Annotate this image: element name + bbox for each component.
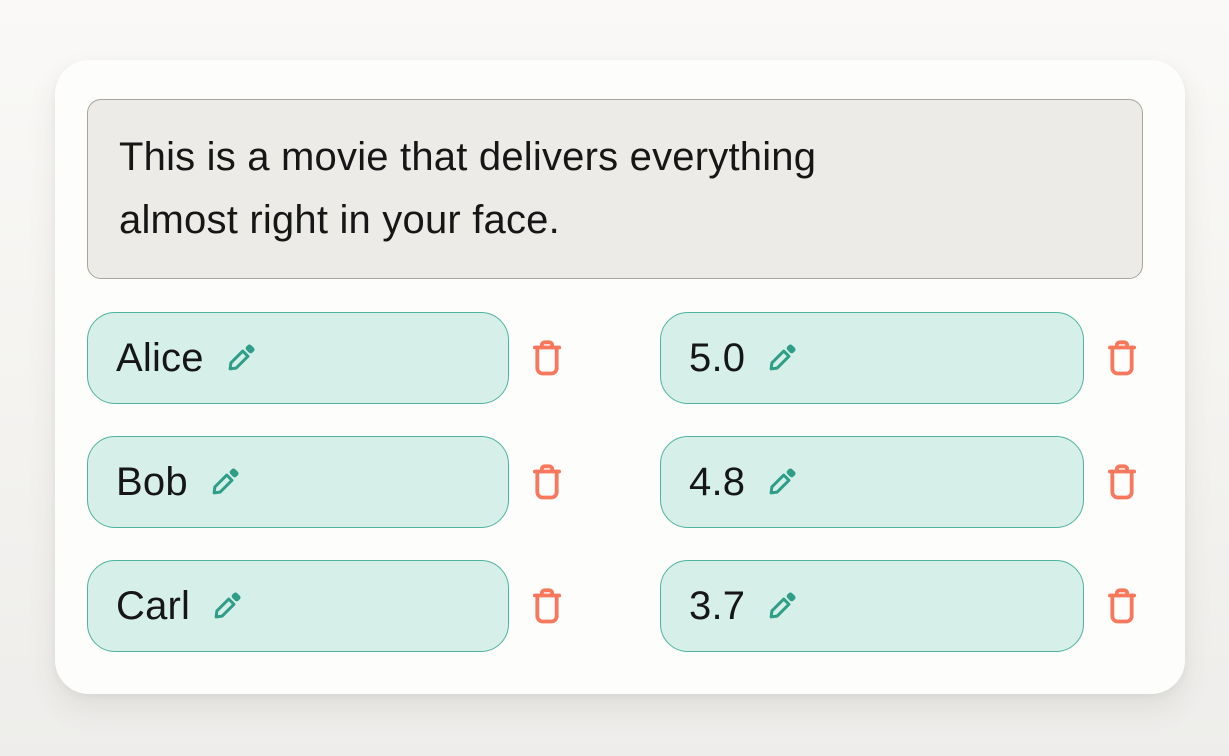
delete-rating-button[interactable] [1101,582,1143,630]
edit-pencil-icon[interactable] [220,337,262,379]
trash-icon [532,587,562,623]
delete-rating-button[interactable] [1101,334,1143,382]
annotation-card: This is a movie that delivers everything… [55,60,1185,694]
annotation-row: Alice 5.0 [87,312,1143,404]
reviewer-name-field[interactable]: Carl [87,560,509,652]
edit-pencil-icon[interactable] [761,461,803,503]
edit-pencil-icon[interactable] [206,585,248,627]
reviewer-name-field[interactable]: Alice [87,312,509,404]
review-text-box: This is a movie that delivers everything… [87,99,1143,279]
review-text-line: This is a movie that delivers everything [119,135,817,179]
review-text-line: almost right in your face. [119,198,560,242]
trash-icon [1107,587,1137,623]
reviewer-name-text: Bob [116,459,188,504]
edit-pencil-icon[interactable] [761,585,803,627]
annotation-rows: Alice 5.0 [87,312,1143,652]
rating-value-field[interactable]: 4.8 [660,436,1084,528]
trash-icon [1107,339,1137,375]
edit-pencil-icon[interactable] [204,461,246,503]
reviewer-name-field[interactable]: Bob [87,436,509,528]
edit-pencil-icon[interactable] [761,337,803,379]
delete-name-button[interactable] [526,334,568,382]
rating-value-text: 4.8 [689,459,746,504]
trash-icon [532,339,562,375]
rating-value-text: 3.7 [689,583,746,628]
reviewer-name-text: Carl [116,583,191,628]
reviewer-name-text: Alice [116,335,204,380]
annotation-row: Carl 3.7 [87,560,1143,652]
delete-name-button[interactable] [526,582,568,630]
delete-name-button[interactable] [526,458,568,506]
annotation-row: Bob 4.8 [87,436,1143,528]
rating-value-text: 5.0 [689,335,746,380]
trash-icon [532,463,562,499]
rating-value-field[interactable]: 5.0 [660,312,1084,404]
trash-icon [1107,463,1137,499]
rating-value-field[interactable]: 3.7 [660,560,1084,652]
delete-rating-button[interactable] [1101,458,1143,506]
